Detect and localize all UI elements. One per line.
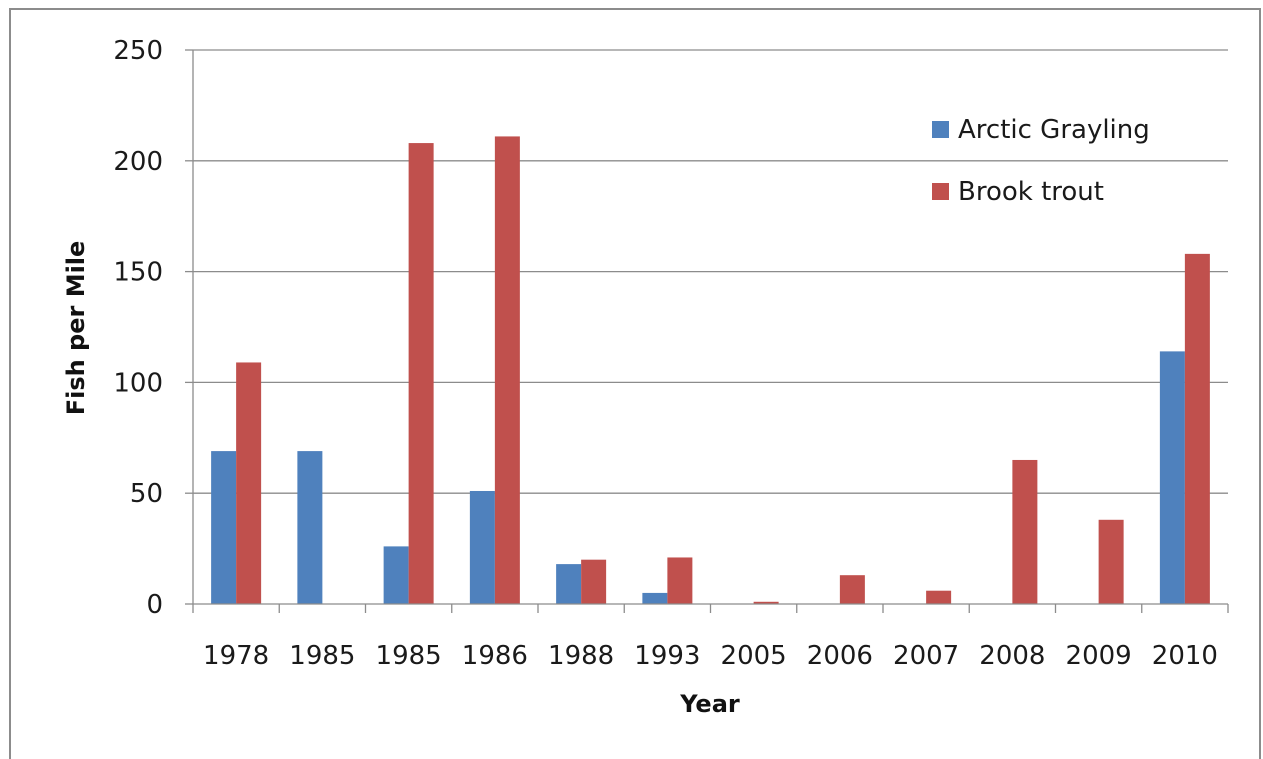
bar-brook-trout bbox=[926, 590, 952, 604]
x-tick-label: 1986 bbox=[462, 641, 528, 671]
bar-brook-trout bbox=[408, 143, 434, 604]
bar-brook-trout bbox=[753, 601, 779, 604]
bar-brook-trout bbox=[839, 575, 865, 604]
y-tick-label: 150 bbox=[113, 258, 163, 288]
legend-swatch bbox=[932, 121, 949, 138]
x-tick-label: 2006 bbox=[807, 641, 873, 671]
bar-arctic-grayling bbox=[211, 451, 237, 604]
bar-arctic-grayling bbox=[642, 592, 668, 604]
bar-brook-trout bbox=[581, 559, 607, 604]
bar-arctic-grayling bbox=[297, 451, 323, 604]
y-tick-label: 100 bbox=[113, 368, 163, 398]
x-tick-label: 1988 bbox=[548, 641, 614, 671]
y-axis-title: Fish per Mile bbox=[62, 241, 90, 416]
x-tick-label: 1985 bbox=[376, 641, 442, 671]
bar-arctic-grayling bbox=[1159, 351, 1185, 604]
x-tick-label: 2005 bbox=[721, 641, 787, 671]
bar-brook-trout bbox=[236, 362, 262, 604]
x-tick-label: 2010 bbox=[1152, 641, 1218, 671]
x-tick-label: 1985 bbox=[289, 641, 355, 671]
y-axis-ticks: 0 50 100 150 200 250 bbox=[113, 36, 193, 620]
x-axis-ticks: 1978 1985 1985 1986 1988 1993 2005 2006 2007 2008… bbox=[192, 604, 1229, 671]
y-tick-label: 50 bbox=[130, 479, 163, 509]
x-axis-title: Year bbox=[679, 690, 740, 718]
legend-label: Brook trout bbox=[958, 177, 1104, 207]
bar-brook-trout bbox=[1012, 459, 1038, 604]
y-tick-label: 0 bbox=[146, 590, 163, 620]
x-tick-label: 1993 bbox=[634, 641, 700, 671]
y-tick-label: 200 bbox=[113, 147, 163, 177]
bar-arctic-grayling bbox=[383, 546, 409, 604]
bar-brook-trout bbox=[1098, 519, 1124, 604]
x-tick-label: 1978 bbox=[203, 641, 269, 671]
x-tick-label: 2008 bbox=[979, 641, 1045, 671]
x-tick-label: 2007 bbox=[893, 641, 959, 671]
y-tick-label: 250 bbox=[113, 36, 163, 66]
gridlines bbox=[193, 49, 1228, 494]
legend-swatch bbox=[932, 183, 949, 200]
bar-brook-trout bbox=[667, 557, 693, 604]
bars bbox=[211, 136, 1210, 604]
bar-brook-trout bbox=[494, 136, 520, 604]
legend: Arctic Grayling Brook trout bbox=[932, 115, 1150, 207]
bar-arctic-grayling bbox=[469, 490, 495, 604]
bar-arctic-grayling bbox=[556, 564, 582, 604]
chart-frame bbox=[9, 8, 1261, 759]
x-tick-label: 2009 bbox=[1066, 641, 1132, 671]
bar-brook-trout bbox=[1184, 253, 1210, 604]
legend-label: Arctic Grayling bbox=[958, 115, 1150, 145]
